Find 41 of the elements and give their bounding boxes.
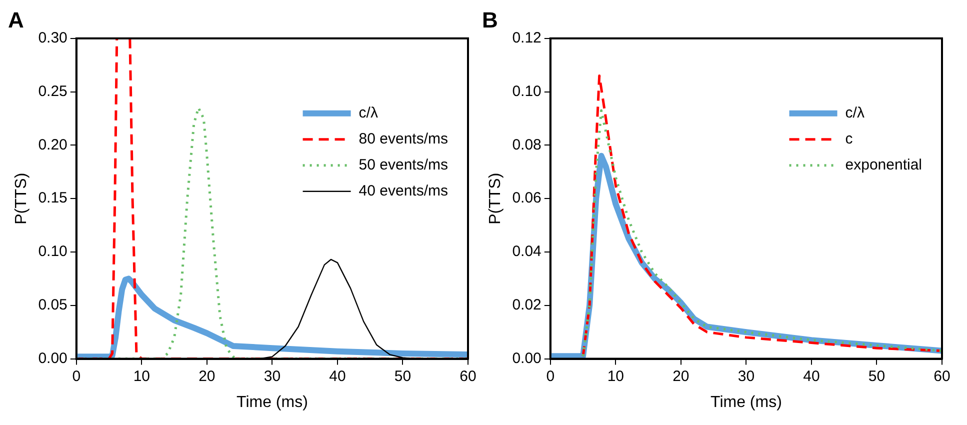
- x-tick-label: 10: [133, 368, 150, 385]
- x-tick-label: 50: [868, 368, 886, 385]
- y-tick-label: 0.06: [512, 190, 542, 207]
- x-tick-label: 0: [72, 368, 81, 385]
- legend-label: c/λ: [845, 104, 865, 122]
- legend-label: exponential: [845, 156, 922, 174]
- y-tick-label: 0.12: [512, 30, 542, 47]
- y-tick-label: 0.00: [512, 350, 542, 367]
- chart-title: A: [8, 7, 24, 32]
- y-axis-title: P(TTS): [13, 172, 30, 224]
- x-tick-label: 40: [803, 368, 820, 385]
- x-tick-label: 0: [546, 368, 555, 385]
- y-tick-label: 0.20: [38, 136, 68, 154]
- x-tick-label: 60: [934, 368, 950, 385]
- y-tick-label: 0.04: [512, 243, 542, 260]
- x-tick-label: 30: [738, 368, 755, 385]
- y-tick-label: 0.08: [512, 136, 542, 154]
- y-tick-label: 0.15: [38, 190, 68, 207]
- x-tick-label: 30: [264, 368, 281, 385]
- x-tick-label: 40: [329, 368, 346, 385]
- x-tick-label: 20: [198, 368, 216, 385]
- y-tick-label: 0.25: [38, 82, 68, 100]
- x-axis-title: Time (ms): [236, 394, 308, 411]
- y-tick-label: 0.10: [38, 243, 68, 260]
- x-axis-title: Time (ms): [710, 394, 782, 411]
- legend-label: 40 events/ms: [358, 182, 448, 200]
- y-tick-label: 0.10: [512, 82, 542, 100]
- y-tick-label: 0.00: [38, 350, 68, 367]
- legend-label: 50 events/ms: [358, 156, 448, 174]
- y-tick-label: 0.02: [512, 296, 542, 314]
- legend-label: c/λ: [358, 104, 378, 122]
- x-tick-label: 60: [460, 368, 476, 385]
- y-tick-label: 0.05: [38, 296, 68, 314]
- legend-label: 80 events/ms: [358, 130, 448, 148]
- x-tick-label: 10: [607, 368, 624, 385]
- x-tick-label: 20: [672, 368, 690, 385]
- x-tick-label: 50: [394, 368, 412, 385]
- legend-label: c: [845, 130, 854, 148]
- y-axis-title: P(TTS): [487, 172, 504, 224]
- chart-title: B: [482, 7, 498, 32]
- y-tick-label: 0.30: [38, 30, 68, 47]
